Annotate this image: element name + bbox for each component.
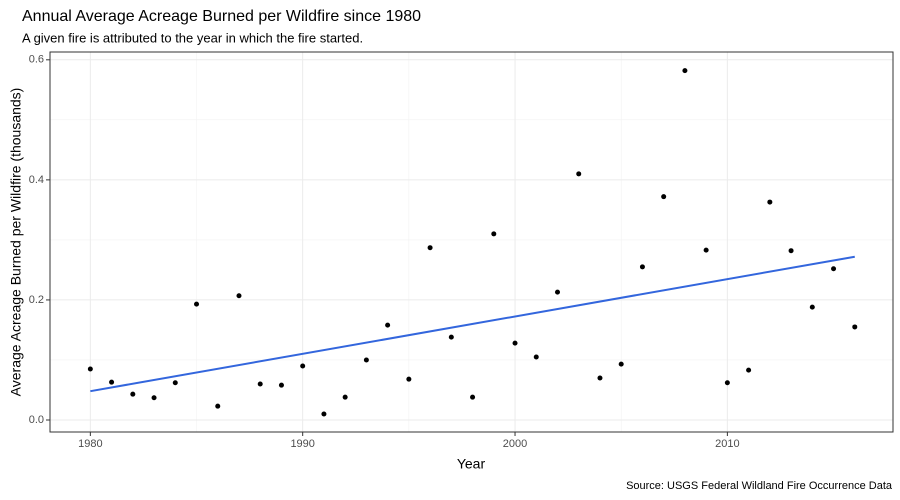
y-axis-title: Average Acreage Burned per Wildfire (tho…: [8, 88, 24, 397]
point: [257, 381, 263, 387]
y-tick-label: 0.2: [29, 294, 44, 306]
point: [852, 324, 858, 330]
point: [87, 366, 93, 372]
y-tick-label: 0.6: [29, 54, 44, 66]
point: [767, 199, 773, 205]
point: [746, 367, 752, 373]
point: [618, 361, 624, 367]
point: [300, 363, 306, 369]
point: [512, 340, 518, 346]
point: [554, 289, 560, 295]
x-tick-label: 1980: [78, 438, 102, 450]
point: [703, 247, 709, 253]
x-tick-label: 2010: [715, 438, 739, 450]
trend-line: [90, 255, 855, 393]
point: [448, 334, 454, 340]
point: [788, 248, 794, 254]
point: [363, 357, 369, 363]
point: [576, 171, 582, 177]
point: [342, 394, 348, 400]
point: [215, 403, 221, 409]
point: [831, 266, 837, 272]
point: [661, 194, 667, 200]
point: [172, 380, 178, 386]
x-axis-title: Year: [457, 456, 486, 472]
point: [109, 379, 115, 385]
point: [470, 394, 476, 400]
point: [639, 264, 645, 270]
point: [406, 376, 412, 382]
point: [151, 395, 157, 401]
y-tick-label: 0.0: [29, 414, 44, 426]
point: [236, 293, 242, 299]
point: [385, 322, 391, 328]
point: [427, 245, 433, 251]
x-tick-label: 1990: [290, 438, 314, 450]
point: [597, 375, 603, 381]
y-tick-label: 0.4: [29, 174, 44, 186]
x-tick-label: 2000: [503, 438, 527, 450]
point: [321, 411, 327, 417]
chart-subtitle: A given fire is attributed to the year i…: [22, 30, 363, 45]
point: [278, 382, 284, 388]
point: [809, 304, 815, 310]
plot-border: [49, 51, 894, 433]
point: [533, 354, 539, 360]
point: [194, 301, 200, 307]
caption: Source: USGS Federal Wildland Fire Occur…: [626, 480, 893, 492]
point: [724, 380, 730, 386]
point: [491, 231, 497, 237]
point: [130, 391, 136, 397]
point: [682, 68, 688, 74]
chart-title: Annual Average Acreage Burned per Wildfi…: [22, 8, 421, 25]
